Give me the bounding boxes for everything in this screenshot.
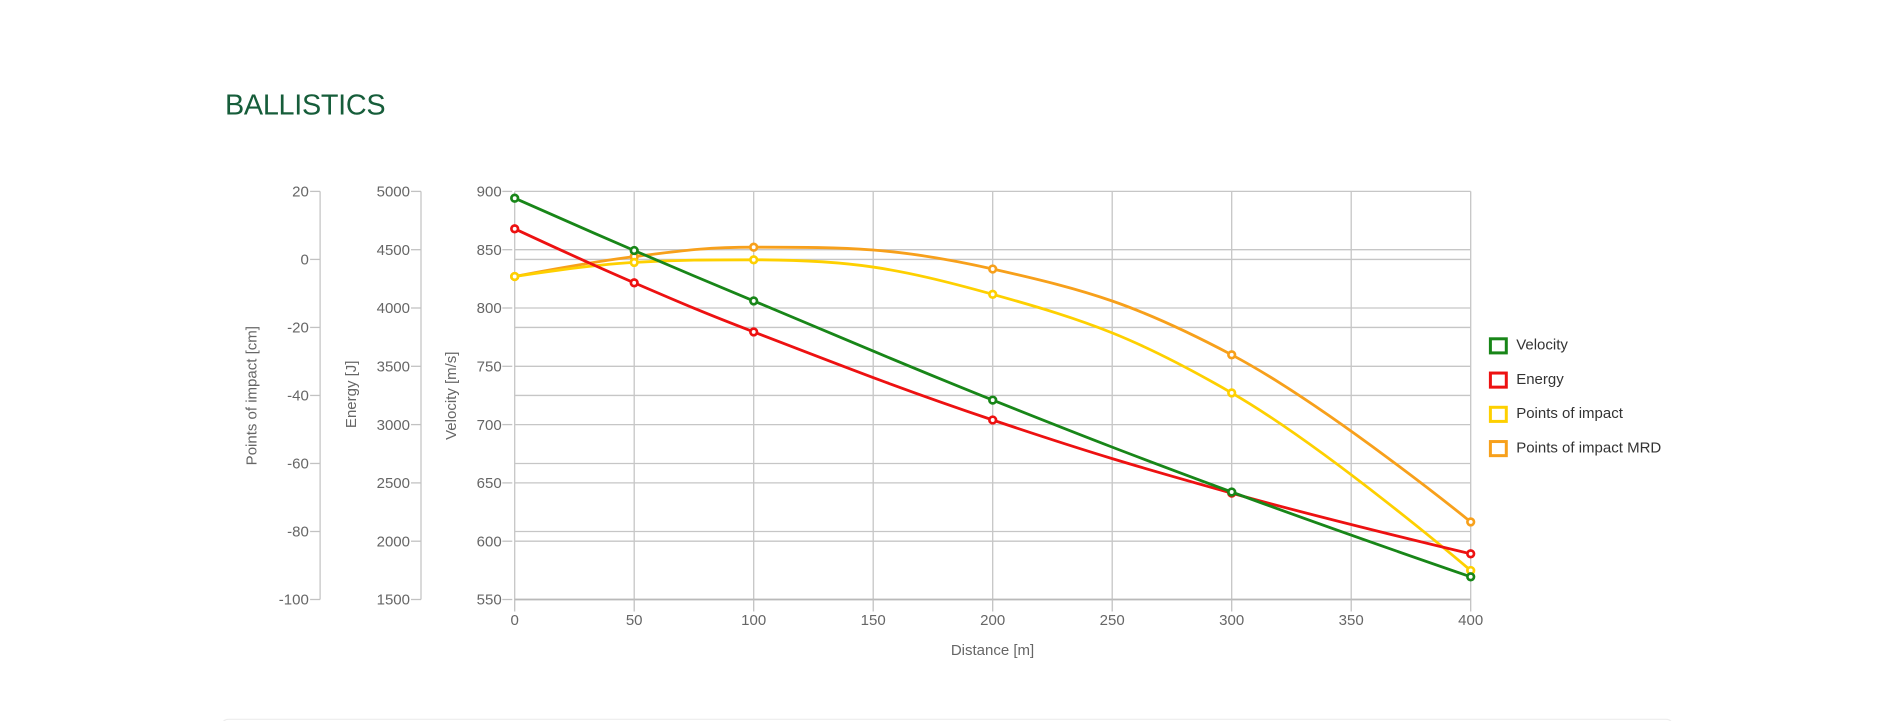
svg-text:300: 300 — [1219, 612, 1244, 629]
svg-text:-80: -80 — [287, 524, 309, 541]
svg-text:3500: 3500 — [377, 359, 410, 376]
svg-text:Points of impact: Points of impact — [1516, 405, 1624, 422]
svg-text:Points of impact MRD: Points of impact MRD — [1516, 439, 1661, 456]
svg-text:3000: 3000 — [377, 417, 410, 434]
svg-text:Distance [m]: Distance [m] — [951, 642, 1034, 659]
svg-text:20: 20 — [292, 184, 309, 201]
svg-text:Energy: Energy — [1516, 371, 1564, 388]
svg-text:550: 550 — [477, 592, 502, 609]
svg-text:600: 600 — [477, 533, 502, 550]
svg-text:200: 200 — [980, 612, 1005, 629]
svg-text:2500: 2500 — [377, 475, 410, 492]
svg-text:900: 900 — [477, 184, 502, 201]
svg-text:700: 700 — [477, 417, 502, 434]
svg-text:-60: -60 — [287, 456, 309, 473]
svg-text:0: 0 — [511, 612, 519, 629]
svg-text:4500: 4500 — [377, 242, 410, 259]
svg-text:350: 350 — [1339, 612, 1364, 629]
svg-text:-100: -100 — [279, 592, 309, 609]
svg-text:400: 400 — [1458, 612, 1483, 629]
svg-text:100: 100 — [741, 612, 766, 629]
svg-text:1500: 1500 — [377, 592, 410, 609]
svg-text:0: 0 — [300, 252, 308, 269]
svg-text:850: 850 — [477, 242, 502, 259]
svg-text:Velocity [m/s]: Velocity [m/s] — [443, 352, 460, 440]
svg-text:-20: -20 — [287, 320, 309, 337]
svg-text:800: 800 — [477, 300, 502, 317]
svg-text:650: 650 — [477, 475, 502, 492]
svg-text:2000: 2000 — [377, 533, 410, 550]
svg-text:BALLISTICS: BALLISTICS — [225, 89, 385, 121]
svg-text:Velocity: Velocity — [1516, 337, 1568, 354]
svg-text:750: 750 — [477, 359, 502, 376]
svg-text:50: 50 — [626, 612, 643, 629]
svg-text:4000: 4000 — [377, 300, 410, 317]
svg-text:5000: 5000 — [377, 184, 410, 201]
svg-text:250: 250 — [1100, 612, 1125, 629]
svg-text:-40: -40 — [287, 388, 309, 405]
svg-text:150: 150 — [861, 612, 886, 629]
svg-text:Energy [J]: Energy [J] — [343, 361, 360, 429]
svg-text:Points of impact [cm]: Points of impact [cm] — [244, 326, 261, 465]
